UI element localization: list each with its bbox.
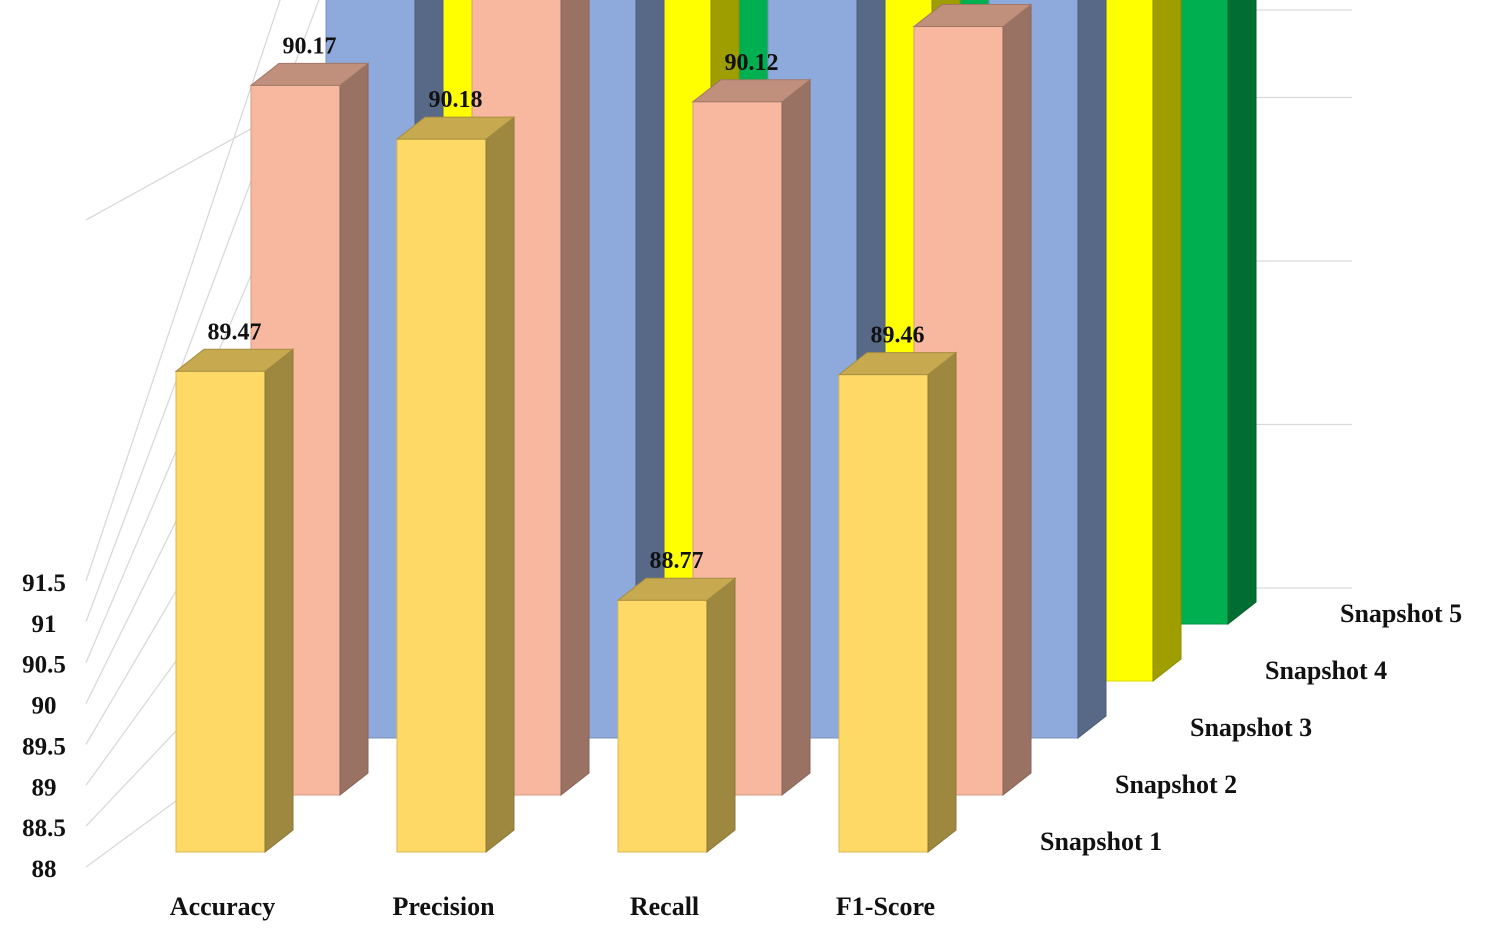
bar-side-face: [781, 78, 811, 797]
bar-front-face: [617, 599, 708, 853]
data-label: 90.17: [283, 33, 337, 59]
x-tick-label: Recall: [630, 892, 699, 921]
bar-side-face: [927, 351, 957, 854]
series-label: Snapshot 2: [1115, 770, 1237, 799]
data-label: 89.47: [208, 319, 262, 345]
data-labels: 90.5390.9590.4790.7391.0391.3690.991.139…: [208, 0, 1000, 574]
bar: [174, 348, 295, 854]
y-tick-label: 89.5: [22, 733, 66, 760]
bar-side-face: [1152, 0, 1182, 683]
bars: [174, 0, 1257, 854]
bar-top-face: [395, 116, 516, 140]
bar: [395, 116, 516, 854]
y-tick-label: 91: [32, 611, 57, 638]
data-label: 89.46: [871, 323, 925, 349]
data-label: 90.35: [946, 0, 1000, 1]
series-label: Snapshot 4: [1265, 656, 1387, 685]
y-axis-ticks: 88 88.5 89 89.5 90 90.5 91 91.5: [22, 570, 66, 883]
x-tick-label: Precision: [392, 892, 495, 921]
bar-top-face: [616, 577, 737, 601]
bar-front-face: [175, 370, 266, 853]
bar-side-face: [1227, 0, 1257, 626]
series-depth-labels: Snapshot 1 Snapshot 2 Snapshot 3 Snapshot 4…: [1040, 599, 1462, 856]
y-tick-label: 90: [32, 693, 57, 720]
bar: [837, 351, 958, 854]
x-tick-label: Accuracy: [170, 892, 275, 921]
bar-front-face: [838, 374, 929, 853]
y-tick-label: 89: [32, 774, 57, 801]
bar: [616, 577, 737, 854]
bar-top-face: [837, 352, 958, 376]
bar-side-face: [339, 62, 369, 797]
series-label: Snapshot 5: [1340, 599, 1462, 628]
bar-top-face: [912, 4, 1033, 28]
bar-front-face: [396, 138, 487, 853]
x-axis-ticks: Accuracy Precision Recall F1-Score: [170, 892, 935, 921]
y-tick-label: 88: [32, 856, 57, 883]
bar-side-face: [706, 577, 736, 854]
bar-top-face: [174, 348, 295, 372]
gridline: [85, 0, 281, 582]
bar-side-face: [1002, 3, 1032, 797]
bar-side-face: [264, 348, 294, 854]
gridline: [85, 0, 320, 622]
x-tick-label: F1-Score: [836, 892, 935, 921]
y-tick-label: 88.5: [22, 815, 66, 842]
data-label: 90.12: [725, 50, 779, 76]
y-tick-label: 91.5: [22, 570, 66, 597]
series-label: Snapshot 1: [1040, 827, 1162, 856]
data-label: 90.18: [429, 87, 483, 113]
data-label: 88.77: [650, 548, 704, 574]
bar-side-face: [560, 0, 590, 797]
bar-top-face: [249, 62, 370, 86]
series-label: Snapshot 3: [1190, 713, 1312, 742]
bar-top-face: [691, 79, 812, 103]
bar-side-face: [485, 116, 515, 854]
bar-side-face: [1077, 0, 1107, 740]
y-tick-label: 90.5: [22, 652, 66, 679]
